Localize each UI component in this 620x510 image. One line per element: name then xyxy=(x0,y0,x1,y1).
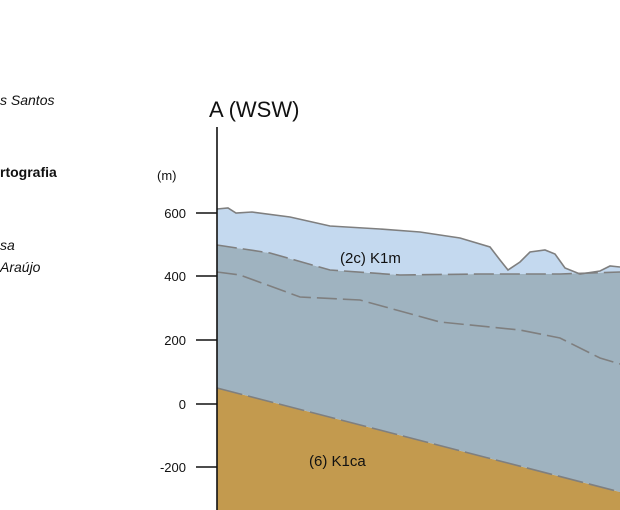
y-axis-unit: (m) xyxy=(157,168,177,183)
y-axis-ticks xyxy=(196,212,217,468)
y-tick-label-0: 0 xyxy=(179,397,186,412)
topography-line xyxy=(216,207,620,275)
layer-label-k1ca: (6) K1ca xyxy=(309,453,366,470)
y-tick-label-600: 600 xyxy=(164,206,186,221)
credit-line-2: Araújo xyxy=(0,259,41,275)
y-tick-label-200: 200 xyxy=(164,333,186,348)
contact-line-k1m-base xyxy=(216,244,620,276)
layer-middle-fill xyxy=(217,245,620,492)
layer-k1m-fill xyxy=(217,208,620,275)
author-name-fragment: s Santos xyxy=(0,92,55,108)
section-title: A (WSW) xyxy=(209,97,299,122)
contact-line-internal xyxy=(216,271,620,365)
layer-k1ca-fill xyxy=(217,388,620,510)
contact-line-k1ca-top xyxy=(216,387,620,493)
layer-label-k1m: (2c) K1m xyxy=(340,250,401,267)
y-tick-label-400: 400 xyxy=(164,269,186,284)
credit-line-1: sa xyxy=(0,237,15,253)
y-tick-label-minus-200: -200 xyxy=(160,460,186,475)
cartography-heading-fragment: rtografia xyxy=(0,164,57,180)
